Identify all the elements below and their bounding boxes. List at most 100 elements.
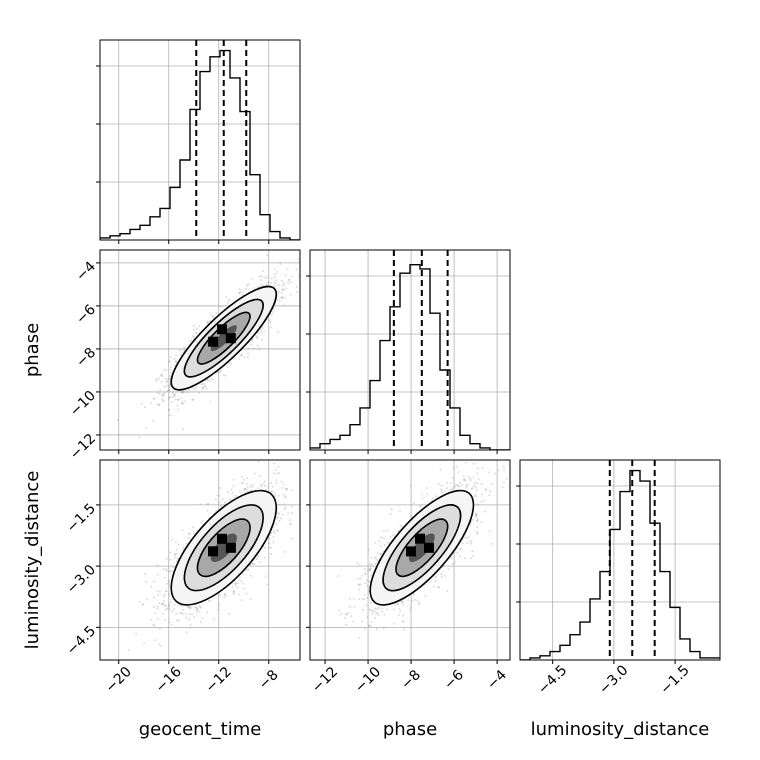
sample-point xyxy=(219,305,222,308)
sample-point xyxy=(175,548,178,551)
sample-point xyxy=(168,397,170,400)
sample-point xyxy=(475,516,478,519)
sample-point xyxy=(227,491,230,493)
sample-point xyxy=(472,476,475,479)
sample-point xyxy=(284,506,287,509)
sample-point xyxy=(252,347,255,350)
sample-point xyxy=(164,377,167,380)
sample-point xyxy=(227,298,230,301)
sample-point xyxy=(289,293,292,296)
sample-point xyxy=(167,388,170,391)
sample-point xyxy=(185,631,188,634)
sample-point xyxy=(251,339,254,342)
sample-point xyxy=(176,557,179,560)
sample-point xyxy=(169,595,171,598)
sample-point xyxy=(206,503,209,505)
sample-point xyxy=(286,268,289,271)
sample-point xyxy=(266,583,269,586)
sample-point xyxy=(240,354,243,357)
sample-point xyxy=(199,503,202,506)
sample-point xyxy=(239,290,242,293)
sample-point xyxy=(393,608,396,611)
sample-point xyxy=(170,372,173,374)
sample-point xyxy=(168,585,171,588)
sample-point xyxy=(215,312,218,314)
sample-point xyxy=(212,315,215,318)
sample-point xyxy=(263,329,266,332)
sample-point xyxy=(476,472,479,475)
sample-point xyxy=(217,605,220,608)
sample-point xyxy=(247,347,250,350)
sample-point xyxy=(289,519,292,522)
sample-point xyxy=(208,599,210,602)
sample-point xyxy=(273,281,276,284)
sample-point xyxy=(241,481,243,484)
sample-point xyxy=(216,494,219,497)
sample-point xyxy=(228,498,231,500)
sample-point xyxy=(167,580,170,583)
sample-point xyxy=(167,360,170,363)
sample-point xyxy=(162,369,165,372)
density-peak-bin xyxy=(225,333,236,344)
sample-point xyxy=(464,461,467,464)
sample-point xyxy=(150,585,153,588)
sample-point xyxy=(443,574,446,577)
sample-point xyxy=(247,568,250,571)
sample-point xyxy=(221,498,224,501)
sample-point xyxy=(231,491,234,494)
sample-point xyxy=(238,490,241,493)
sample-point xyxy=(272,540,275,543)
scatter-panel-geocent_time-luminosity_distance-content xyxy=(100,460,300,660)
sample-point xyxy=(258,275,261,278)
sample-point xyxy=(188,612,191,615)
sample-point xyxy=(257,332,260,334)
sample-point xyxy=(277,513,280,515)
sample-point xyxy=(216,608,219,611)
sample-point xyxy=(165,589,168,592)
sample-point xyxy=(249,484,252,487)
scatter-panel-geocent_time-phase-content xyxy=(100,250,300,450)
sample-point xyxy=(257,487,260,490)
sample-point xyxy=(152,623,155,626)
sample-point xyxy=(169,388,172,391)
scatter-panel-geocent_time-phase: −12−10−8−6−4 xyxy=(67,249,301,463)
sample-point xyxy=(283,508,286,511)
sample-point xyxy=(257,555,260,558)
sample-point xyxy=(296,291,299,294)
y-tick-label-phase: −4 xyxy=(73,259,99,285)
sample-point xyxy=(163,385,166,388)
sample-point xyxy=(177,557,180,560)
sample-point xyxy=(345,613,348,616)
sample-point xyxy=(164,605,167,608)
sample-point xyxy=(240,476,243,478)
sample-point xyxy=(295,286,298,289)
sample-point xyxy=(232,590,235,593)
x-tick-label-geocent_time: −12 xyxy=(203,664,235,696)
sample-point xyxy=(249,598,252,600)
sample-point xyxy=(256,558,259,561)
sample-point xyxy=(273,276,276,279)
sample-point xyxy=(225,374,227,377)
sample-point xyxy=(153,580,156,583)
sample-point xyxy=(266,485,269,488)
sample-point xyxy=(161,375,164,378)
sample-point xyxy=(177,543,180,546)
sample-point xyxy=(273,268,276,271)
sample-point xyxy=(270,277,273,280)
sample-point xyxy=(201,383,204,385)
sample-point xyxy=(274,494,277,497)
sample-point xyxy=(181,392,184,394)
sample-point xyxy=(446,481,449,484)
sample-point xyxy=(288,278,291,281)
sample-point xyxy=(259,561,262,563)
sample-point xyxy=(199,606,202,609)
sample-point xyxy=(174,552,176,555)
sample-point xyxy=(223,593,226,596)
sample-point xyxy=(281,296,284,299)
sample-point xyxy=(287,282,290,284)
sample-point xyxy=(409,514,412,516)
sample-point xyxy=(181,391,184,393)
sample-point xyxy=(285,287,288,290)
sample-point xyxy=(171,610,174,613)
sample-point xyxy=(202,387,205,390)
